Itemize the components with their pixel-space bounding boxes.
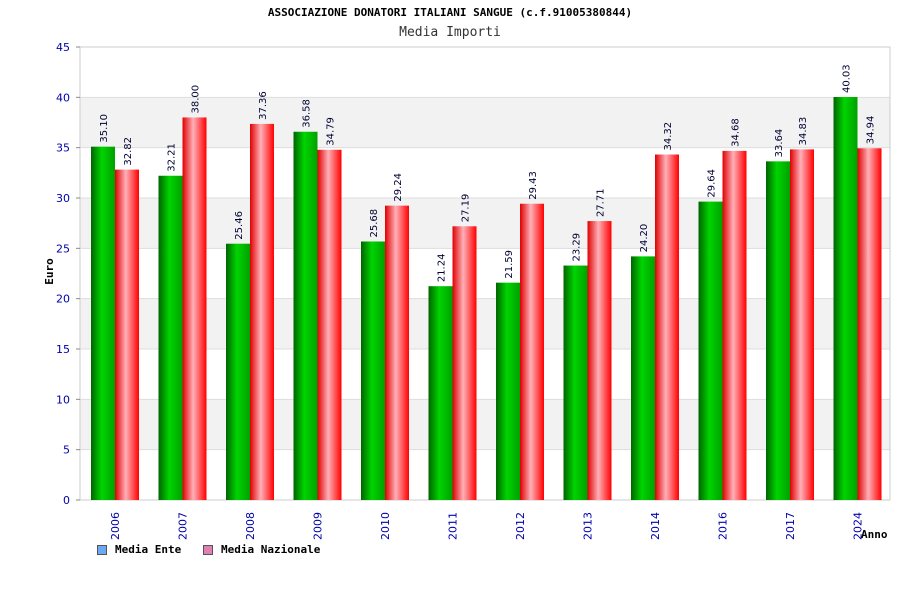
data-label: 36.58 — [302, 99, 313, 128]
bar-media-ente-2017 — [766, 161, 790, 500]
data-label: 29.64 — [707, 169, 718, 198]
bar-media-nazionale-2024 — [857, 148, 882, 500]
data-label: 34.68 — [731, 118, 742, 147]
data-label: 34.83 — [798, 117, 809, 146]
data-label: 37.36 — [258, 91, 269, 120]
x-tick-label: 2014 — [649, 512, 662, 540]
bar-media-ente-2008 — [226, 243, 250, 500]
data-label: 34.79 — [326, 117, 337, 146]
x-tick-label: 2024 — [852, 512, 865, 540]
bar-media-ente-2013 — [563, 265, 588, 500]
bar-media-ente-2024 — [833, 97, 858, 500]
legend-label-media-ente: Media Ente — [115, 543, 182, 556]
bar-media-nazionale-2006 — [115, 169, 139, 500]
y-tick-label: 40 — [56, 91, 70, 104]
bar-media-nazionale-2011 — [452, 226, 477, 500]
x-tick-label: 2013 — [582, 512, 595, 540]
data-label: 29.43 — [528, 171, 539, 200]
plot-frame — [79, 46, 891, 501]
legend-swatch-media-ente — [97, 544, 107, 555]
bar-media-nazionale-2016 — [722, 150, 747, 500]
x-tick-label: 2009 — [312, 512, 325, 540]
data-label: 21.59 — [504, 250, 515, 279]
data-label: 21.24 — [437, 254, 448, 283]
y-tick-label: 20 — [56, 293, 70, 306]
x-tick-label: 2008 — [244, 512, 257, 540]
bar-media-ente-2010 — [361, 241, 385, 500]
bar-media-nazionale-2014 — [655, 154, 679, 500]
bar-media-ente-2009 — [293, 131, 318, 500]
y-axis-title: Euro — [43, 258, 56, 285]
x-tick-label: 2010 — [379, 512, 392, 540]
data-label: 32.82 — [123, 137, 134, 166]
data-label: 34.94 — [866, 116, 877, 145]
grid-band — [80, 97, 890, 148]
bar-media-ente-2007 — [158, 175, 183, 500]
data-label: 23.29 — [572, 233, 583, 262]
bar-media-nazionale-2008 — [250, 123, 274, 500]
bar-media-nazionale-2007 — [182, 117, 207, 500]
chart-subtitle: Media Importi — [399, 25, 501, 40]
chart-title: ASSOCIAZIONE DONATORI ITALIANI SANGUE (c… — [267, 6, 633, 19]
x-axis-title: Anno — [861, 528, 888, 541]
bar-media-nazionale-2017 — [790, 149, 814, 501]
bar-media-ente-2014 — [631, 256, 655, 500]
y-tick-label: 0 — [63, 494, 70, 507]
x-tick-label: 2007 — [177, 512, 190, 540]
data-label: 29.24 — [393, 173, 404, 202]
y-tick-label: 25 — [56, 242, 70, 255]
grid-band — [80, 399, 890, 450]
y-tick-label: 45 — [56, 41, 70, 54]
bar-media-ente-2006 — [91, 146, 115, 500]
y-tick-label: 35 — [56, 142, 70, 155]
legend-label-media-nazionale: Media Nazionale — [221, 543, 321, 556]
grid-band — [80, 198, 890, 249]
y-tick-label: 15 — [56, 343, 70, 356]
data-label: 38.00 — [191, 85, 202, 114]
y-tick-label: 30 — [56, 192, 70, 205]
data-label: 34.32 — [663, 122, 674, 151]
data-label: 25.68 — [369, 209, 380, 238]
data-label: 27.71 — [596, 188, 607, 217]
data-label: 40.03 — [842, 64, 853, 93]
bar-media-nazionale-2009 — [317, 149, 342, 500]
x-tick-label: 2006 — [109, 512, 122, 540]
data-label: 25.46 — [234, 211, 245, 240]
bar-media-ente-2012 — [496, 282, 520, 500]
y-tick-label: 5 — [63, 444, 70, 457]
data-label: 35.10 — [99, 114, 110, 143]
legend-item-media-nazionale: Media Nazionale — [203, 543, 320, 556]
data-label: 33.64 — [774, 129, 785, 158]
data-label: 24.20 — [639, 224, 650, 253]
legend-item-media-ente: Media Ente — [97, 543, 181, 556]
data-label: 32.21 — [167, 143, 178, 172]
x-tick-label: 2017 — [784, 512, 797, 540]
bar-media-nazionale-2010 — [385, 205, 409, 500]
x-tick-label: 2016 — [717, 512, 730, 540]
bar-media-ente-2016 — [698, 201, 723, 500]
data-label: 27.19 — [461, 194, 472, 223]
bar-media-nazionale-2013 — [587, 221, 612, 500]
grid-band — [80, 298, 890, 349]
legend-swatch-media-nazionale — [203, 544, 213, 555]
bar-media-ente-2011 — [428, 286, 453, 500]
y-tick-label: 10 — [56, 393, 70, 406]
x-tick-label: 2011 — [447, 512, 460, 540]
bar-media-nazionale-2012 — [520, 203, 544, 500]
x-tick-label: 2012 — [514, 512, 527, 540]
